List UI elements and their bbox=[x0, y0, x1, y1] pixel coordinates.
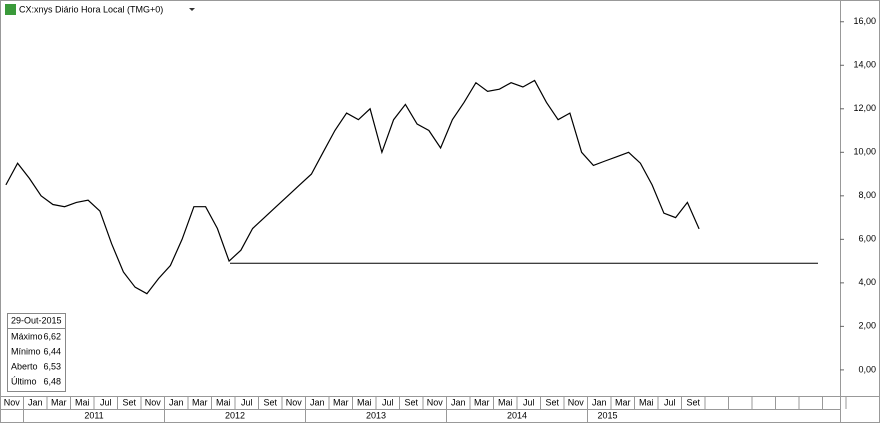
x-tick-label: Jan bbox=[592, 397, 607, 407]
info-label: Último bbox=[11, 376, 37, 386]
info-label: Mínimo bbox=[11, 346, 41, 356]
x-tick-label: Nov bbox=[568, 397, 585, 407]
year-label: 2013 bbox=[366, 410, 386, 420]
x-tick-label: Jul bbox=[664, 397, 676, 407]
info-value: 6,62 bbox=[43, 331, 61, 341]
x-tick-label: Mai bbox=[639, 397, 654, 407]
dropdown-arrow[interactable] bbox=[189, 8, 195, 11]
info-value: 6,48 bbox=[43, 376, 61, 386]
x-tick-label: Jul bbox=[100, 397, 112, 407]
info-label: Máximo bbox=[11, 331, 43, 341]
x-tick-label: Set bbox=[263, 397, 277, 407]
x-tick-label: Mai bbox=[216, 397, 231, 407]
x-tick-label: Set bbox=[404, 397, 418, 407]
x-tick-label: Nov bbox=[286, 397, 303, 407]
y-tick-label: 6,00 bbox=[858, 234, 876, 244]
x-tick-label: Mar bbox=[51, 397, 67, 407]
x-tick-label: Jan bbox=[169, 397, 184, 407]
y-tick-label: 16,00 bbox=[853, 16, 876, 26]
x-tick-label: Jan bbox=[451, 397, 466, 407]
info-value: 6,53 bbox=[43, 361, 61, 371]
x-tick-label: Mar bbox=[333, 397, 349, 407]
info-label: Aberto bbox=[11, 361, 38, 371]
y-tick-label: 2,00 bbox=[858, 321, 876, 331]
price-line bbox=[5, 79, 700, 295]
x-tick-label: Jul bbox=[241, 397, 253, 407]
y-tick-label: 10,00 bbox=[853, 147, 876, 157]
x-tick-label: Mar bbox=[474, 397, 490, 407]
x-tick-label: Mar bbox=[192, 397, 208, 407]
chart-title: CX:xnys Diário Hora Local (TMG+0) bbox=[19, 4, 163, 14]
x-tick-label: Set bbox=[686, 397, 700, 407]
info-value: 6,44 bbox=[43, 346, 61, 356]
x-tick-label: Nov bbox=[4, 397, 21, 407]
x-tick-label: Set bbox=[122, 397, 136, 407]
info-frame bbox=[7, 313, 66, 392]
x-tick-label: Nov bbox=[145, 397, 162, 407]
x-tick-label: Jan bbox=[310, 397, 325, 407]
x-tick-label: Jul bbox=[382, 397, 394, 407]
info-date: 29-Out-2015 bbox=[11, 315, 62, 325]
year-label: 2015 bbox=[597, 410, 617, 420]
y-tick-label: 0,00 bbox=[858, 364, 876, 374]
year-label: 2012 bbox=[225, 410, 245, 420]
x-tick-label: Jul bbox=[523, 397, 535, 407]
info-box: 29-Out-2015 bbox=[7, 313, 66, 392]
symbol-icon bbox=[5, 4, 16, 15]
x-tick-label: Mar bbox=[615, 397, 631, 407]
y-tick-label: 14,00 bbox=[853, 60, 876, 70]
x-tick-label: Mai bbox=[357, 397, 372, 407]
y-tick-label: 12,00 bbox=[853, 103, 876, 113]
x-tick-label: Set bbox=[545, 397, 559, 407]
year-label: 2014 bbox=[507, 410, 527, 420]
y-tick-label: 8,00 bbox=[858, 190, 876, 200]
x-tick-label: Mai bbox=[75, 397, 90, 407]
y-tick-label: 4,00 bbox=[858, 277, 876, 287]
year-label: 2011 bbox=[84, 410, 103, 420]
x-tick-label: Nov bbox=[427, 397, 444, 407]
x-tick-label: Jan bbox=[28, 397, 43, 407]
x-tick-label: Mai bbox=[498, 397, 513, 407]
